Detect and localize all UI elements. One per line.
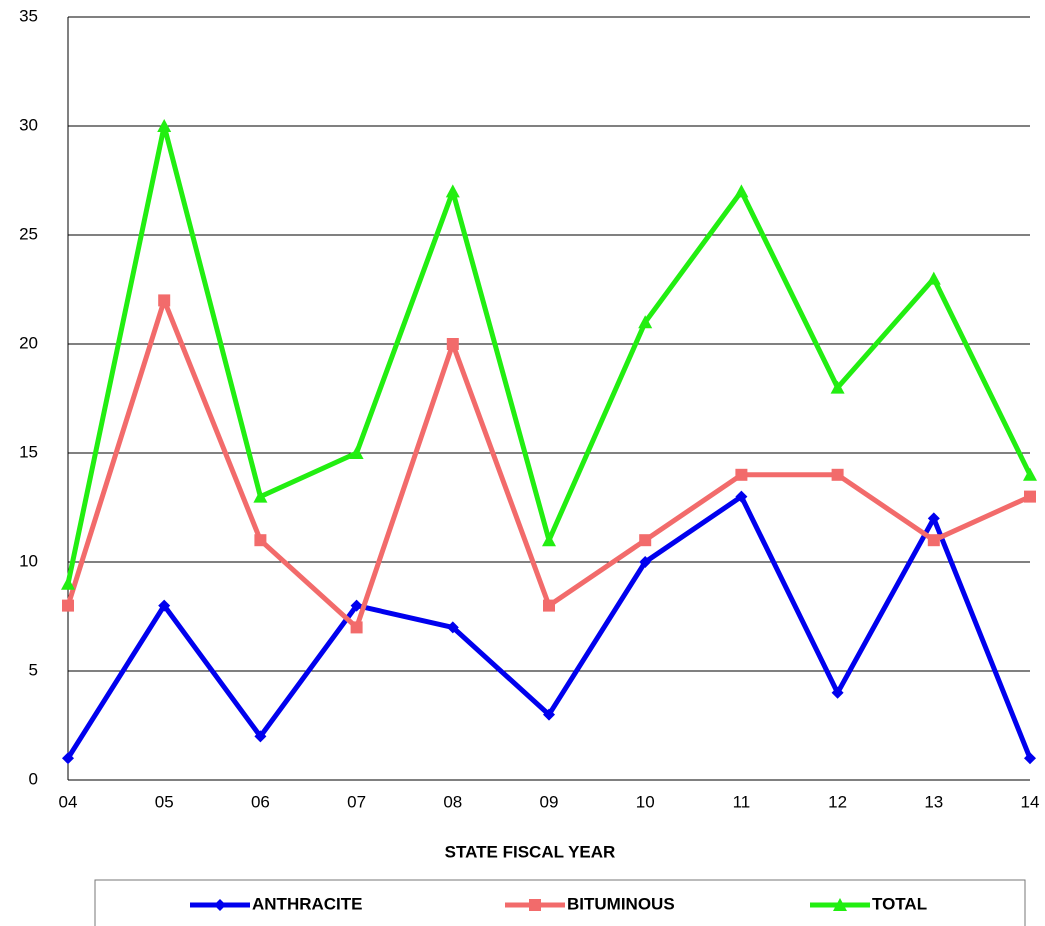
point-marker bbox=[735, 490, 748, 503]
y-tick-label: 30 bbox=[19, 115, 38, 134]
point-marker bbox=[445, 184, 460, 198]
point-marker bbox=[158, 294, 171, 307]
legend-label: ANTHRACITE bbox=[252, 894, 363, 913]
point-marker bbox=[158, 599, 171, 612]
point-marker bbox=[638, 315, 653, 329]
legend-label: TOTAL bbox=[872, 894, 927, 913]
point-marker bbox=[349, 446, 364, 459]
point-marker bbox=[1023, 467, 1037, 481]
point-marker bbox=[543, 708, 555, 721]
point-marker bbox=[350, 599, 363, 612]
x-tick-label: 12 bbox=[828, 792, 847, 811]
x-tick-label: 08 bbox=[443, 792, 462, 811]
point-marker bbox=[62, 752, 74, 765]
y-tick-label: 15 bbox=[19, 442, 38, 461]
point-marker bbox=[926, 271, 941, 285]
point-marker bbox=[62, 599, 74, 612]
y-tick-label: 10 bbox=[19, 551, 38, 570]
x-tick-label: 14 bbox=[1021, 792, 1040, 811]
point-marker bbox=[831, 468, 844, 481]
x-tick-label: 06 bbox=[251, 792, 270, 811]
point-marker bbox=[927, 534, 940, 547]
point-marker bbox=[927, 512, 940, 525]
point-marker bbox=[639, 556, 652, 568]
y-tick-label: 25 bbox=[19, 224, 38, 243]
legend-marker bbox=[833, 898, 847, 911]
x-tick-label: 10 bbox=[636, 792, 655, 811]
point-marker bbox=[61, 576, 75, 590]
y-tick-label: 35 bbox=[19, 6, 38, 25]
y-tick-label: 20 bbox=[19, 333, 38, 352]
series-line bbox=[65, 297, 1032, 630]
legend-label: BITUMINOUS bbox=[567, 894, 675, 913]
x-tick-label: 13 bbox=[924, 792, 943, 811]
point-marker bbox=[543, 599, 555, 612]
x-tick-label: 04 bbox=[59, 792, 78, 811]
x-tick-label: 09 bbox=[540, 792, 559, 811]
x-tick-label: 11 bbox=[733, 792, 751, 811]
point-marker bbox=[350, 621, 363, 634]
point-marker bbox=[157, 119, 172, 132]
point-marker bbox=[735, 468, 748, 481]
x-axis-title: STATE FISCAL YEAR bbox=[445, 842, 616, 861]
point-marker bbox=[254, 730, 267, 743]
point-marker bbox=[734, 184, 749, 198]
series-line bbox=[65, 123, 1033, 585]
point-marker bbox=[253, 489, 268, 503]
legend-marker bbox=[214, 899, 226, 911]
x-tick-label: 05 bbox=[155, 792, 174, 811]
y-tick-label: 0 bbox=[29, 769, 38, 788]
point-marker bbox=[830, 380, 845, 394]
legend-marker bbox=[529, 899, 541, 911]
point-marker bbox=[1024, 490, 1036, 503]
legend-box bbox=[94, 879, 1026, 926]
y-tick-label: 5 bbox=[29, 660, 38, 679]
point-marker bbox=[254, 534, 267, 547]
x-tick-label: 07 bbox=[347, 792, 366, 811]
point-marker bbox=[542, 533, 556, 547]
point-marker bbox=[446, 338, 459, 350]
point-marker bbox=[831, 686, 844, 699]
point-marker bbox=[639, 534, 652, 547]
point-marker bbox=[446, 621, 459, 634]
point-marker bbox=[1024, 752, 1036, 765]
